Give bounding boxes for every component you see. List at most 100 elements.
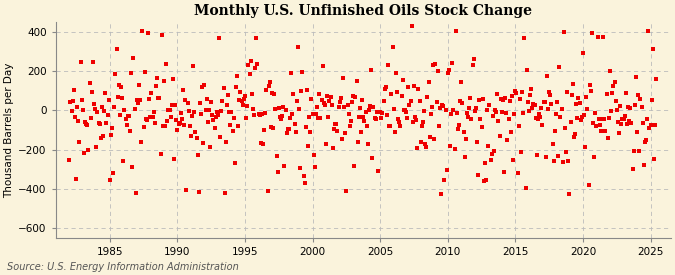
- Point: [420, 142, 431, 146]
- Point: [507, 94, 518, 98]
- Point: [235, 90, 246, 95]
- Point: [110, 72, 121, 76]
- Point: [205, 145, 215, 150]
- Point: [568, 135, 579, 140]
- Point: [65, 100, 76, 105]
- Point: [578, 113, 589, 117]
- Point: [452, 111, 462, 116]
- Point: [191, 136, 202, 140]
- Point: [342, 103, 353, 107]
- Point: [561, 149, 572, 154]
- Point: [358, 115, 369, 119]
- Point: [309, 165, 320, 169]
- Point: [72, 105, 82, 109]
- Point: [214, 35, 225, 40]
- Point: [82, 123, 92, 127]
- Point: [464, 106, 475, 110]
- Point: [541, 74, 552, 78]
- Point: [479, 179, 489, 184]
- Point: [618, 117, 629, 122]
- Point: [450, 29, 461, 33]
- Point: [171, 118, 182, 122]
- Point: [465, 96, 476, 100]
- Point: [338, 76, 348, 80]
- Point: [169, 157, 180, 161]
- Point: [581, 94, 592, 99]
- Point: [68, 87, 79, 92]
- Point: [90, 107, 101, 112]
- Point: [376, 116, 387, 121]
- Point: [216, 109, 227, 113]
- Point: [389, 130, 400, 134]
- Point: [109, 105, 119, 109]
- Point: [95, 136, 106, 140]
- Point: [270, 107, 281, 112]
- Point: [317, 64, 328, 68]
- Point: [445, 144, 456, 148]
- Point: [300, 125, 311, 129]
- Point: [105, 133, 116, 137]
- Point: [531, 153, 542, 158]
- Point: [218, 86, 229, 90]
- Point: [511, 90, 522, 95]
- Point: [275, 117, 286, 122]
- Point: [180, 98, 191, 103]
- Point: [647, 47, 658, 51]
- Point: [364, 104, 375, 108]
- Point: [93, 120, 104, 125]
- Point: [226, 109, 237, 114]
- Point: [344, 124, 355, 128]
- Point: [349, 164, 360, 168]
- Point: [162, 119, 173, 124]
- Point: [144, 97, 155, 101]
- Point: [454, 123, 464, 127]
- Point: [340, 130, 350, 135]
- Title: Monthly U.S. Unfinished Oils Stock Change: Monthly U.S. Unfinished Oils Stock Chang…: [194, 4, 533, 18]
- Point: [404, 103, 415, 108]
- Point: [159, 79, 169, 83]
- Point: [251, 36, 262, 40]
- Point: [560, 126, 570, 130]
- Point: [543, 107, 554, 111]
- Point: [155, 152, 166, 156]
- Point: [103, 97, 114, 102]
- Point: [128, 56, 139, 60]
- Point: [146, 91, 157, 95]
- Point: [272, 169, 283, 174]
- Point: [514, 124, 524, 128]
- Point: [238, 96, 249, 101]
- Point: [620, 91, 631, 96]
- Point: [281, 131, 292, 135]
- Point: [125, 129, 136, 133]
- Point: [174, 121, 185, 125]
- Point: [100, 90, 111, 95]
- Point: [83, 148, 94, 152]
- Point: [119, 108, 130, 112]
- Point: [519, 36, 530, 41]
- Point: [156, 32, 167, 37]
- Point: [108, 171, 119, 175]
- Point: [187, 114, 198, 118]
- Point: [459, 155, 470, 160]
- Point: [614, 131, 624, 135]
- Point: [122, 114, 133, 118]
- Point: [430, 62, 441, 66]
- Point: [341, 189, 352, 193]
- Point: [137, 29, 148, 33]
- Point: [206, 100, 217, 104]
- Point: [81, 122, 92, 127]
- Point: [558, 160, 568, 164]
- Point: [506, 130, 516, 134]
- Point: [192, 153, 203, 158]
- Point: [88, 101, 99, 106]
- Point: [585, 83, 595, 87]
- Point: [425, 112, 436, 117]
- Point: [302, 87, 313, 92]
- Point: [319, 103, 330, 108]
- Point: [537, 123, 548, 127]
- Point: [200, 107, 211, 112]
- Point: [136, 140, 146, 144]
- Point: [92, 109, 103, 114]
- Point: [161, 62, 171, 66]
- Point: [217, 98, 228, 103]
